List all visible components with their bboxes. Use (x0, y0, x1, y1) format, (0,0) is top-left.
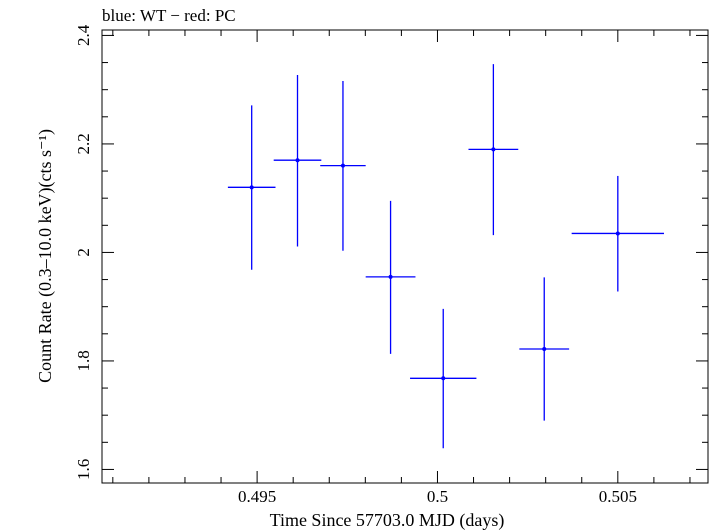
axis-tick-labels: 0.495 0.5 0.505 1.6 1.8 2 2.2 2.4 (74, 24, 637, 506)
y-tick-label: 2.4 (74, 24, 93, 46)
x-axis-title: Time Since 57703.0 MJD (days) (270, 510, 505, 531)
point-marker (295, 158, 300, 163)
point-marker (542, 346, 547, 351)
y-tick-label: 2.2 (74, 133, 93, 154)
data-point (273, 75, 322, 247)
data-point (571, 175, 664, 292)
point-marker (249, 185, 254, 190)
y-axis-title: Count Rate (0.3–10.0 keV)(cts s⁻¹) (35, 129, 56, 383)
point-marker (340, 163, 345, 168)
x-tick-label: 0.505 (599, 487, 637, 506)
data-point (365, 200, 416, 354)
plot-frame (101, 29, 709, 484)
data-point (227, 105, 276, 270)
x-tick-label: 0.5 (427, 487, 448, 506)
x-tick-label: 0.495 (238, 487, 276, 506)
point-marker (491, 147, 496, 152)
y-tick-label: 1.6 (74, 459, 93, 480)
data-point (468, 64, 519, 236)
data-point (410, 308, 477, 449)
point-marker (388, 274, 393, 279)
chart-header: blue: WT − red: PC (102, 6, 236, 25)
axis-ticks (102, 30, 708, 483)
point-marker (615, 231, 620, 236)
data-series (227, 64, 664, 449)
data-point (519, 277, 570, 421)
data-point (320, 80, 366, 251)
y-tick-label: 1.8 (74, 350, 93, 371)
point-marker (441, 376, 446, 381)
y-tick-label: 2 (74, 248, 93, 257)
